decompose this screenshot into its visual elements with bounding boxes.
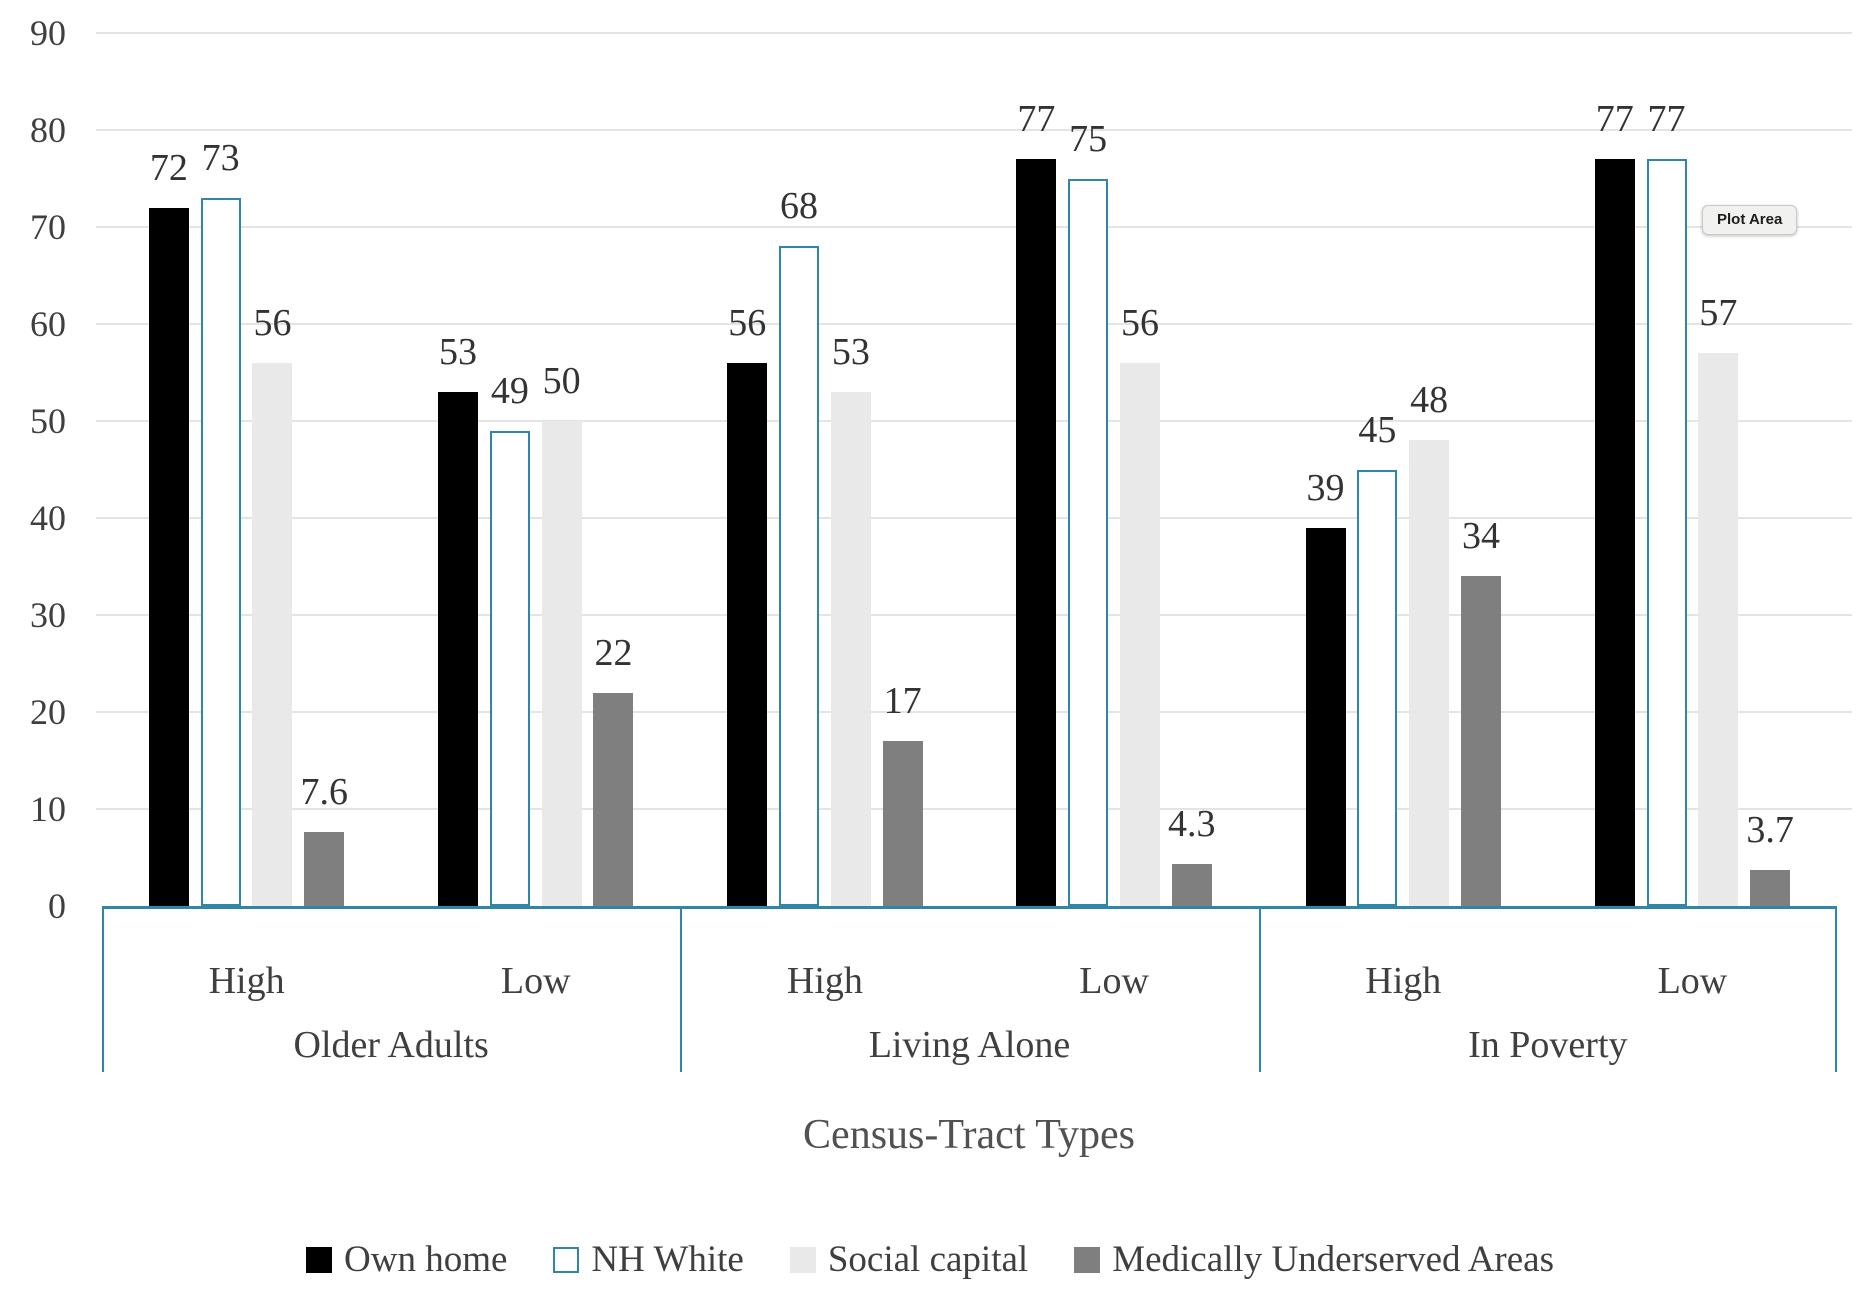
bar-value-label: 3.7 (1746, 809, 1794, 852)
legend-item-medically-underserved-areas[interactable]: Medically Underserved Areas (1074, 1238, 1554, 1282)
bar-value-label: 53 (831, 330, 870, 373)
x-axis-line (102, 906, 1837, 909)
legend-marker-medically-underserved-areas (1074, 1247, 1101, 1273)
category-box-right-border (1835, 906, 1837, 1072)
category-label: Low (1079, 960, 1149, 1002)
bar-value-label: 22 (594, 631, 633, 674)
y-axis-tick-label: 50 (30, 401, 66, 441)
legend-marker-nh-white (553, 1247, 580, 1273)
group-label: Living Alone (868, 1024, 1071, 1066)
bar-value-label: 49 (490, 369, 529, 412)
gridline (96, 32, 1852, 34)
bar-social-capital[interactable] (541, 421, 582, 906)
bar-value-label: 34 (1461, 515, 1500, 558)
category-label: Low (1657, 960, 1728, 1002)
legend-marker-own-home (306, 1247, 333, 1273)
bar-social-capital[interactable] (1698, 353, 1739, 906)
bar-social-capital[interactable] (830, 391, 871, 906)
legend-marker-social-capital (789, 1247, 816, 1273)
bar-value-label: 56 (253, 301, 292, 344)
plot-area-tooltip: Plot Area (1702, 205, 1798, 235)
legend-item-label: Own home (344, 1239, 508, 1280)
gridline (96, 323, 1852, 325)
y-axis-tick-label: 10 (30, 789, 66, 829)
bar-nh-white[interactable] (200, 197, 241, 906)
bar-own-home[interactable] (727, 362, 768, 906)
legend-item-own-home[interactable]: Own home (306, 1238, 507, 1282)
category-label: High (1365, 960, 1442, 1002)
category-divider (680, 906, 683, 1072)
bar-value-label: 48 (1410, 379, 1449, 422)
bar-value-label: 53 (439, 330, 478, 373)
bar-medically-underserved-areas[interactable] (1171, 864, 1212, 906)
x-axis-title: Census-Tract Types (803, 1112, 1135, 1158)
bar-value-label: 73 (201, 136, 240, 179)
bar-nh-white[interactable] (1357, 469, 1398, 906)
bar-value-label: 77 (1647, 98, 1686, 141)
bar-value-label: 56 (1120, 301, 1159, 344)
gridline (96, 614, 1852, 616)
bar-value-label: 4.3 (1168, 803, 1216, 846)
gridline (96, 129, 1852, 131)
bar-medically-underserved-areas[interactable] (593, 692, 634, 906)
bar-medically-underserved-areas[interactable] (882, 741, 923, 906)
y-axis-tick-label: 20 (30, 692, 66, 732)
legend-item-label: Social capital (827, 1239, 1029, 1280)
bar-nh-white[interactable] (489, 430, 530, 906)
gridline (96, 226, 1852, 228)
bar-value-label: 72 (149, 146, 188, 189)
legend-item-social-capital[interactable]: Social capital (789, 1238, 1029, 1282)
legend-item-nh-white[interactable]: NH White (553, 1238, 744, 1282)
legend: Own home NH White Social capital Medically … (0, 1232, 1860, 1288)
legend-item-label: Medically Underserved Areas (1112, 1239, 1554, 1280)
bar-nh-white[interactable] (779, 246, 820, 906)
bar-social-capital[interactable] (1119, 362, 1160, 906)
bar-own-home[interactable] (1305, 527, 1346, 906)
gridline (96, 808, 1852, 810)
category-label: High (208, 960, 285, 1002)
bar-own-home[interactable] (148, 207, 189, 906)
bar-medically-underserved-areas[interactable] (1750, 870, 1791, 906)
bar-social-capital[interactable] (1409, 440, 1450, 906)
bar-nh-white[interactable] (1068, 178, 1109, 906)
y-axis-tick-label: 40 (30, 498, 66, 538)
bar-medically-underserved-areas[interactable] (1460, 576, 1501, 906)
bar-nh-white[interactable] (1646, 159, 1687, 906)
bar-value-label: 7.6 (300, 771, 349, 814)
group-label: Older Adults (293, 1024, 489, 1066)
bar-value-label: 75 (1069, 117, 1108, 160)
category-box-left-border (102, 906, 104, 1072)
category-divider (1258, 906, 1261, 1072)
bar-value-label: 56 (728, 301, 767, 344)
gridline (96, 711, 1852, 713)
bar-own-home[interactable] (438, 391, 479, 906)
y-axis-tick-label: 30 (30, 595, 66, 635)
bar-own-home[interactable] (1594, 159, 1635, 906)
y-axis-tick-label: 70 (30, 207, 66, 247)
bar-value-label: 39 (1306, 466, 1345, 509)
gridline (96, 517, 1852, 519)
bar-value-label: 77 (1595, 98, 1634, 141)
gridline (96, 420, 1852, 422)
bar-value-label: 77 (1017, 98, 1056, 141)
category-label: Low (500, 960, 571, 1002)
y-axis-tick-label: 80 (30, 110, 66, 150)
bar-medically-underserved-areas[interactable] (304, 832, 345, 906)
y-axis-tick-label: 0 (48, 886, 66, 926)
bar-value-label: 17 (883, 680, 922, 723)
bar-own-home[interactable] (1016, 159, 1057, 906)
category-label: High (786, 960, 863, 1002)
bar-value-label: 45 (1358, 408, 1397, 451)
y-axis-tick-label: 60 (30, 304, 66, 344)
bar-value-label: 68 (780, 185, 819, 228)
bar-value-label: 50 (542, 360, 581, 402)
bar-value-label: 57 (1699, 292, 1738, 335)
bar-social-capital[interactable] (252, 362, 293, 906)
legend-item-label: NH White (591, 1239, 744, 1280)
y-axis-tick-label: 90 (30, 13, 66, 53)
group-label: In Poverty (1468, 1024, 1628, 1066)
